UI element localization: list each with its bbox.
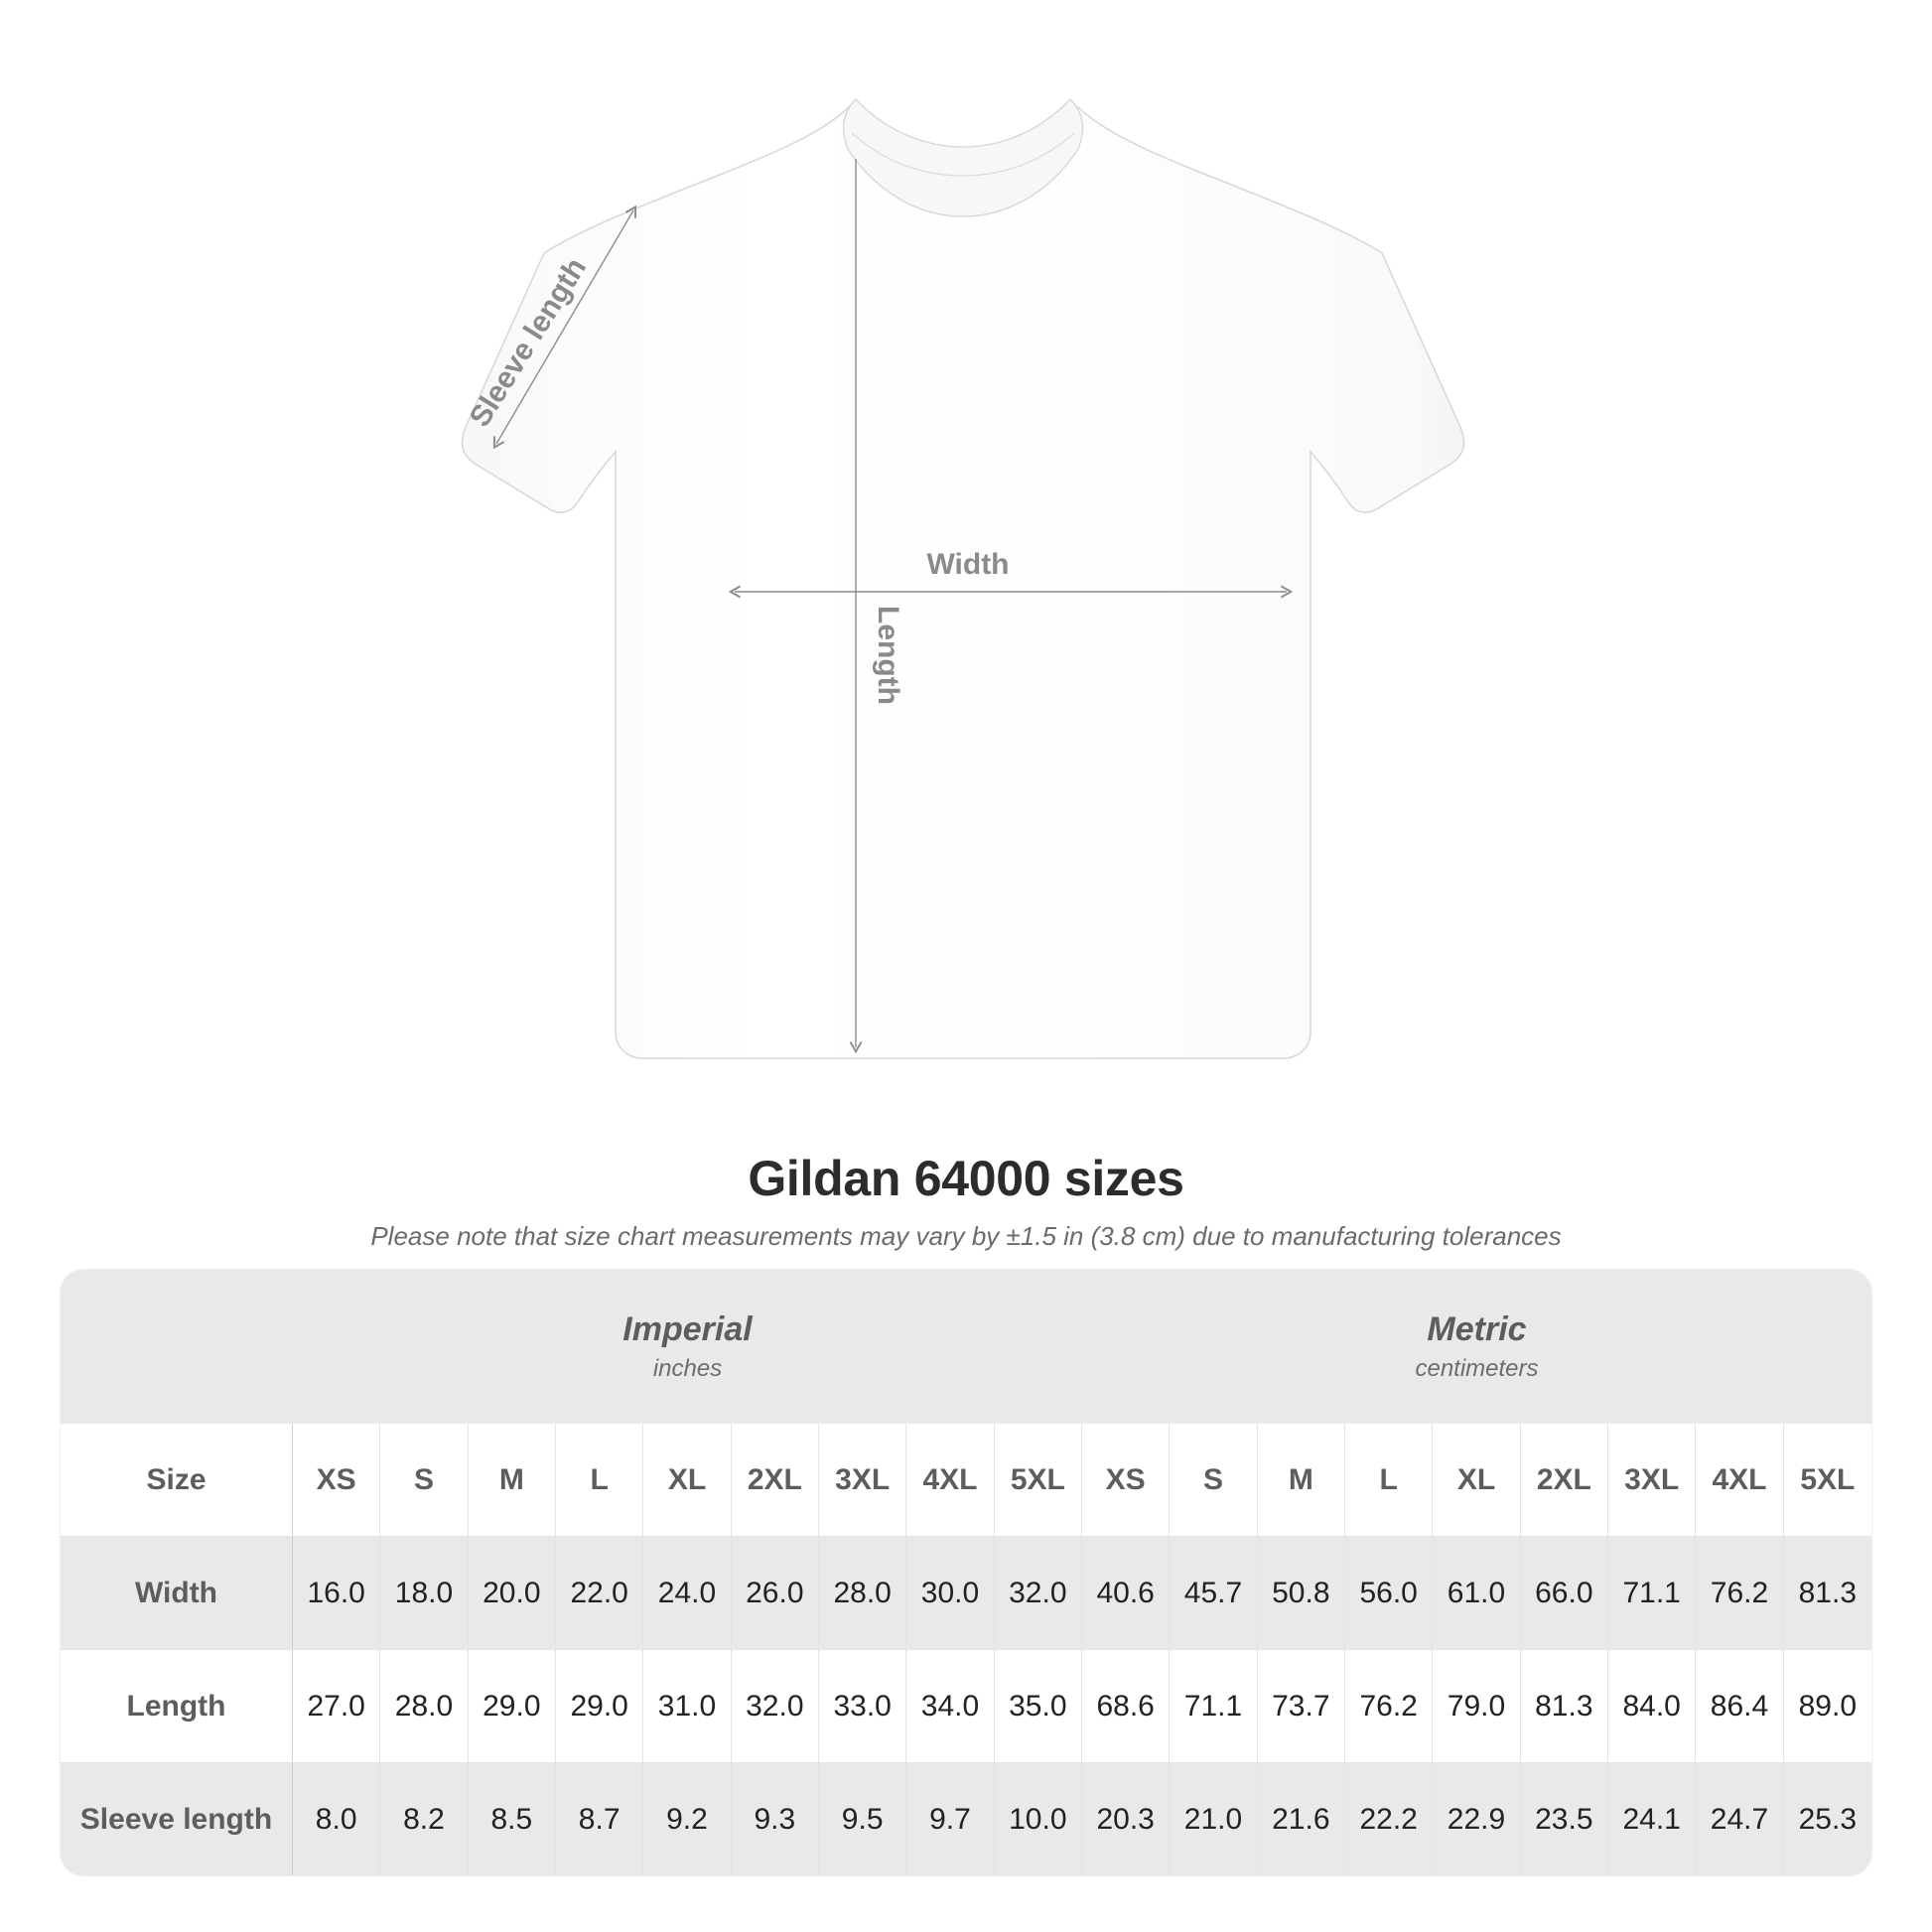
svg-text:Length: Length — [872, 606, 904, 705]
svg-text:Width: Width — [926, 548, 1009, 581]
